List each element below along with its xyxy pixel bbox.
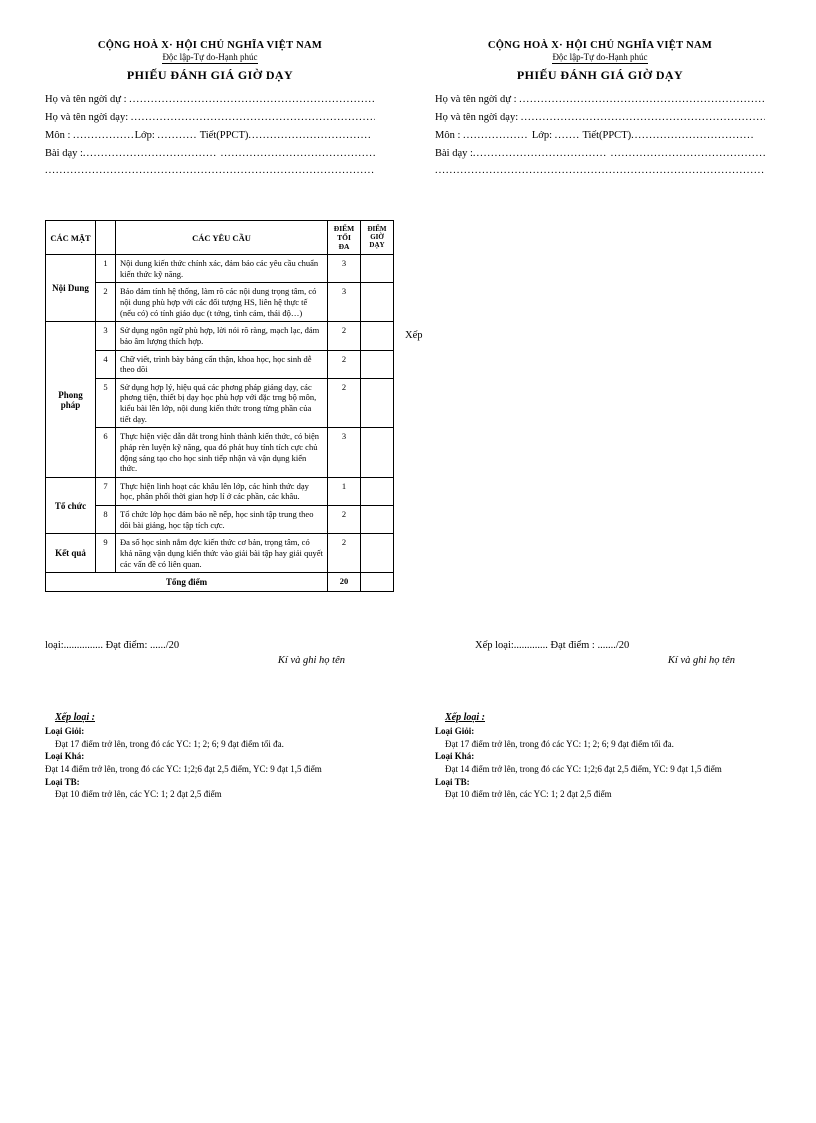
right-column: CỘNG HOÀ X· HỘI CHỦ NGHĨA VIỆT NAM Độc l… (435, 40, 765, 592)
grade-tb-text: Đạt 10 điểm trở lên, các YC: 1; 2 đạt 2,… (45, 788, 375, 801)
field-attendee: Họ và tên ngời dự : ....................… (435, 91, 765, 109)
header-right: CỘNG HOÀ X· HỘI CHỦ NGHĨA VIỆT NAM Độc l… (435, 40, 765, 83)
th-lesson-points: ĐIỂM GIỜ DẠY (361, 221, 394, 255)
field-teacher: Họ và tên ngời dạy: ....................… (45, 109, 375, 127)
table-row: 8 Tổ chức lớp học đảm bảo nề nếp, học si… (46, 506, 394, 534)
field-continuation: ........................................… (45, 162, 375, 180)
table-row: Tổ chức 7 Thực hiện linh hoạt các khâu l… (46, 477, 394, 505)
table-header-row: CÁC MẶT CÁC YÊU CẦU ĐIỂM TỐI ĐA ĐIỂM GIỜ… (46, 221, 394, 255)
grade-kha-heading: Loại Khá: (45, 751, 84, 761)
criteria-row: Xếp loại : Loại Giỏi: Đạt 17 điểm trở lê… (0, 711, 816, 801)
th-requirements: CÁC YÊU CẦU (116, 221, 328, 255)
field-lesson: Bài dạy :...............................… (45, 145, 375, 163)
table-row: Kết quả 9 Đa số học sinh nắm đợc kiến th… (46, 534, 394, 573)
form-title: PHIẾU ĐÁNH GIÁ GIỜ DẠY (45, 68, 375, 83)
grade-gioi-heading: Loại Giỏi: (45, 726, 84, 736)
grade-tb-heading: Loại TB: (435, 777, 470, 787)
grade-gioi-text: Đạt 17 điểm trở lên, trong đó các YC: 1;… (435, 738, 765, 751)
th-max-points: ĐIỂM TỐI ĐA (328, 221, 361, 255)
grade-gioi-heading: Loại Giỏi: (435, 726, 474, 736)
grade-kha-text: Đạt 14 điểm trở lên, trong đó các YC: 1;… (435, 763, 765, 776)
republic-line: CỘNG HOÀ X· HỘI CHỦ NGHĨA VIỆT NAM (435, 40, 765, 51)
bottom-right: Xếp loại:............. Đạt điểm : ......… (435, 640, 765, 666)
field-attendee: Họ và tên ngời dự : ....................… (45, 91, 375, 109)
fields-left: Họ và tên ngời dự : ....................… (45, 91, 375, 180)
grade-kha-heading: Loại Khá: (435, 751, 474, 761)
grade-kha-text: Đạt 14 điểm trở lên, trong đó các YC: 1;… (45, 763, 375, 776)
criteria-left: Xếp loại : Loại Giỏi: Đạt 17 điểm trở lê… (45, 711, 375, 801)
table-total-row: Tổng điểm 20 (46, 573, 394, 592)
bottom-left: loại:............... Đạt điểm: ....../20… (45, 640, 375, 666)
criteria-heading: Xếp loại : (445, 712, 485, 723)
th-categories: CÁC MẶT (46, 221, 96, 255)
table-row: 5 Sử dụng hợp lý, hiệu quả các phơng phá… (46, 378, 394, 428)
field-subject: Môn : .................. Lớp: ....... Ti… (435, 127, 765, 145)
criteria-heading: Xếp loại : (55, 712, 95, 723)
grade-gioi-text: Đạt 17 điểm trở lên, trong đó các YC: 1;… (45, 738, 375, 751)
table-row: Phong pháp 3 Sử dụng ngôn ngữ phù hợp, l… (46, 322, 394, 350)
motto-line: Độc lập-Tự do-Hạnh phúc (162, 52, 257, 64)
field-lesson: Bài dạy :...............................… (435, 145, 765, 163)
table-row: 2 Bảo đảm tính hệ thống, làm rõ các nội … (46, 283, 394, 322)
field-teacher: Họ và tên ngời dạy: ....................… (435, 109, 765, 127)
header-left: CỘNG HOÀ X· HỘI CHỦ NGHĨA VIỆT NAM Độc l… (45, 40, 375, 83)
signature-line: Kí và ghi họ tên (435, 655, 765, 666)
classification-line: Xếp loại:............. Đạt điểm : ......… (435, 640, 765, 651)
motto-line: Độc lập-Tự do-Hạnh phúc (552, 52, 647, 64)
xep-label-side: Xếp (405, 330, 423, 341)
grade-tb-heading: Loại TB: (45, 777, 80, 787)
form-title: PHIẾU ĐÁNH GIÁ GIỜ DẠY (435, 68, 765, 83)
signature-line: Kí và ghi họ tên (45, 655, 375, 666)
fields-right: Họ và tên ngời dự : ....................… (435, 91, 765, 180)
table-row: Nội Dung 1 Nội dung kiến thức chính xác,… (46, 255, 394, 283)
evaluation-table: CÁC MẶT CÁC YÊU CẦU ĐIỂM TỐI ĐA ĐIỂM GIỜ… (45, 220, 394, 592)
grade-tb-text: Đạt 10 điểm trở lên, các YC: 1; 2 đạt 2,… (435, 788, 765, 801)
table-row: 4 Chữ viết, trình bày bảng cẩn thận, kho… (46, 350, 394, 378)
left-column: CỘNG HOÀ X· HỘI CHỦ NGHĨA VIỆT NAM Độc l… (45, 40, 375, 592)
field-subject: Môn : .................Lớp: ........... … (45, 127, 375, 145)
bottom-row: loại:............... Đạt điểm: ....../20… (0, 640, 816, 666)
field-continuation: ........................................… (435, 162, 765, 180)
classification-line: loại:............... Đạt điểm: ....../20 (45, 640, 375, 651)
republic-line: CỘNG HOÀ X· HỘI CHỦ NGHĨA VIỆT NAM (45, 40, 375, 51)
page-header-row: CỘNG HOÀ X· HỘI CHỦ NGHĨA VIỆT NAM Độc l… (0, 0, 816, 612)
criteria-right: Xếp loại : Loại Giỏi: Đạt 17 điểm trở lê… (435, 711, 765, 801)
table-row: 6 Thực hiện việc dẫn dắt trong hình thàn… (46, 428, 394, 478)
